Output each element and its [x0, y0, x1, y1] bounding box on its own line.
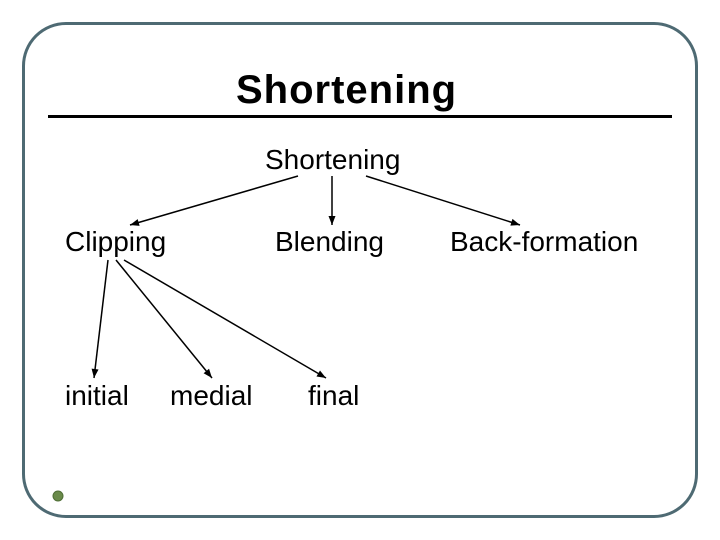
- node-shortening: Shortening: [265, 144, 400, 176]
- node-back-formation: Back-formation: [450, 226, 638, 258]
- node-final: final: [308, 380, 359, 412]
- node-blending: Blending: [275, 226, 384, 258]
- slide: Shortening Shortening Clipping Blending …: [0, 0, 720, 540]
- node-initial: initial: [65, 380, 129, 412]
- node-medial: medial: [170, 380, 252, 412]
- title-underline: [48, 115, 672, 118]
- node-clipping: Clipping: [65, 226, 166, 258]
- slide-title: Shortening: [236, 68, 457, 113]
